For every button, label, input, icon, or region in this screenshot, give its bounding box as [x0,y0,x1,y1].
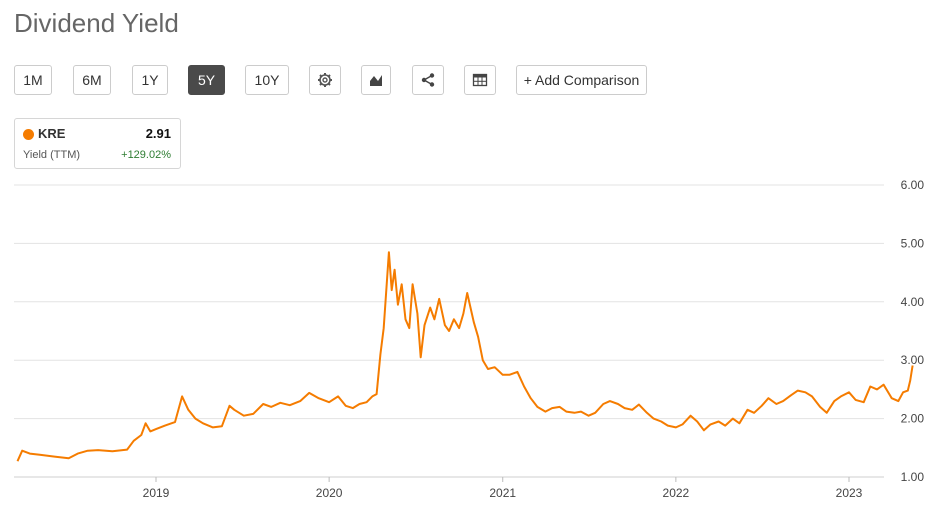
x-tick-label: 2023 [836,486,863,500]
share-button[interactable] [412,65,444,95]
legend-ticker: KRE [38,126,66,141]
series-color-dot [23,129,34,140]
x-tick-label: 2020 [316,486,343,500]
y-tick-label: 4.00 [901,295,925,309]
x-tick-label: 2019 [143,486,170,500]
settings-button[interactable] [309,65,341,95]
page-title: Dividend Yield [14,8,179,38]
x-tick-label: 2022 [663,486,690,500]
y-tick-label: 2.00 [901,412,925,426]
range-1m-button[interactable]: 1M [14,65,52,95]
y-tick-label: 3.00 [901,353,925,367]
table-view-button[interactable] [464,65,496,95]
legend-change: +129.02% [121,149,171,161]
gear-icon [318,73,332,87]
range-5y-button[interactable]: 5Y [188,65,225,95]
chart-type-button[interactable] [361,65,391,95]
range-6m-button[interactable]: 6M [73,65,111,95]
legend-metric-label: Yield (TTM) [23,149,81,161]
range-1y-button[interactable]: 1Y [132,65,168,95]
series-legend-card: KRE 2.91 Yield (TTM) +129.02% [14,118,181,169]
series-line-kre [16,251,914,462]
x-tick-label: 2021 [489,486,516,500]
range-10y-button[interactable]: 10Y [245,65,289,95]
y-tick-label: 5.00 [901,236,925,250]
chart-type-icon [370,75,382,86]
legend-value: 2.91 [145,126,171,141]
share-icon [421,73,435,87]
table-icon [472,73,488,87]
add-comparison-button[interactable]: + Add Comparison [516,65,647,95]
y-tick-label: 1.00 [901,470,925,484]
y-tick-label: 6.00 [901,178,925,192]
